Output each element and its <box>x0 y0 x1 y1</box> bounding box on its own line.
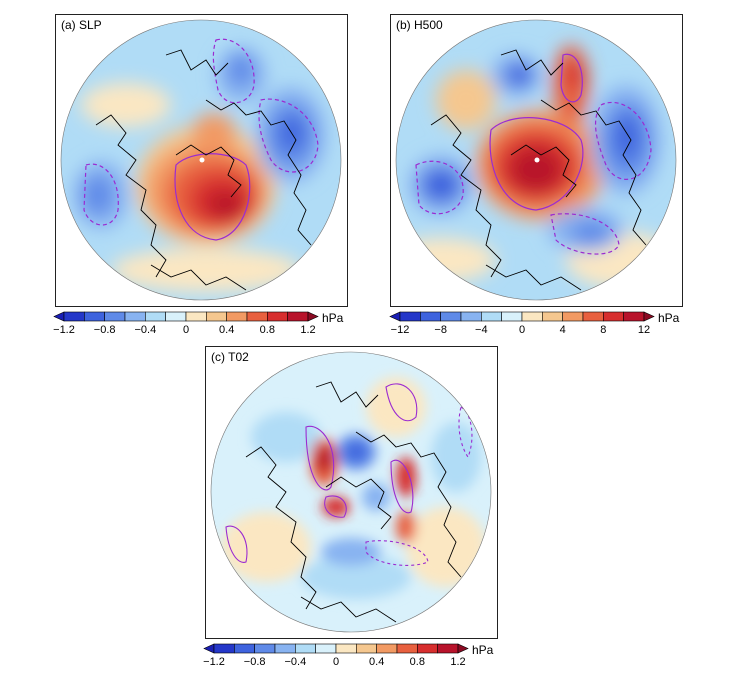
colorbar-c-bin <box>437 643 459 654</box>
colorbar-b-bin <box>582 311 604 322</box>
colorbar-c-bin <box>417 643 438 654</box>
colorbar-c-tick-label: 0 <box>333 656 339 668</box>
colorbar-a-tick-label: 0.4 <box>219 324 234 336</box>
colorbar-c-tick-label: 0.8 <box>410 656 425 668</box>
colorbar-a-unit: hPa <box>322 311 344 325</box>
colorbar-a-tick-label: 0 <box>183 324 189 336</box>
colorbar-a-bin <box>246 311 268 322</box>
colorbar-a: −1.2 −0.8 −0.4 0 0.4 0.8 1.2 hPa <box>52 311 352 341</box>
colorbar-b-bin <box>542 311 563 322</box>
colorbar-b-bin <box>623 311 645 322</box>
colorbar-b-tick-label: −4 <box>475 324 488 336</box>
colorbar-c-arrow-low <box>203 643 215 654</box>
colorbar-b-bin <box>481 311 502 322</box>
panel-b-label: (b) H500 <box>396 18 443 32</box>
colorbar-c-tick-label: −0.4 <box>284 656 306 668</box>
colorbar-b-bin <box>440 311 462 322</box>
colorbar-a-bin <box>145 311 166 322</box>
colorbar-c-bin <box>356 643 377 654</box>
colorbar-a-tick-label: −1.2 <box>53 324 75 336</box>
colorbar-c-tick-label: −1.2 <box>203 656 225 668</box>
colorbar-c-tick-label: 1.2 <box>450 656 465 668</box>
colorbar-b-bin <box>399 311 421 322</box>
colorbar-c-bin <box>213 643 235 654</box>
colorbar-a-bin <box>63 311 85 322</box>
colorbar-a-tick-label: −0.8 <box>94 324 116 336</box>
colorbar-b-bin <box>521 311 543 322</box>
colorbar-c-bin <box>274 643 296 654</box>
colorbar-b-tick-label: −12 <box>391 324 410 336</box>
colorbar-a-arrow-low <box>53 311 65 322</box>
colorbar-a-bin <box>185 311 207 322</box>
colorbar-b-tick-label: −8 <box>434 324 447 336</box>
panel-c-label: (c) T02 <box>211 350 249 364</box>
colorbar-a-bin <box>165 311 187 322</box>
panel-a-slp: (a) SLP <box>55 14 348 307</box>
colorbar-b-bin <box>460 311 482 322</box>
colorbar-a-tick-label: 1.2 <box>300 324 315 336</box>
colorbar-b-bin <box>562 311 584 322</box>
map-a <box>60 19 342 301</box>
pole-marker-b <box>534 157 540 163</box>
colorbar-b-arrow-low <box>389 311 401 322</box>
colorbar-b-arrow-high <box>643 311 655 322</box>
colorbar-a-tick-label: 0.8 <box>260 324 275 336</box>
colorbar-b-tick-label: 4 <box>560 324 566 336</box>
colorbar-b-unit: hPa <box>658 311 680 325</box>
panel-a-label: (a) SLP <box>61 18 102 32</box>
colorbar-c-bin <box>295 643 316 654</box>
colorbar-a-bin <box>267 311 288 322</box>
colorbar-a-arrow-high <box>307 311 319 322</box>
panel-c-t02: (c) T02 <box>205 346 498 639</box>
panel-b-h500: (b) H500 <box>390 14 683 307</box>
colorbar-c-tick-label: −0.8 <box>244 656 266 668</box>
map-c <box>210 351 492 633</box>
colorbar-c: −1.2 −0.8 −0.4 0 0.4 0.8 1.2 hPa <box>202 643 502 673</box>
colorbar-b: −12 −8 −4 0 4 8 12 hPa <box>388 311 688 341</box>
colorbar-a-bin <box>104 311 126 322</box>
colorbar-a-tick-label: −0.4 <box>134 324 156 336</box>
colorbar-c-arrow-high <box>457 643 469 654</box>
map-b <box>395 19 677 301</box>
colorbar-b-tick-label: 0 <box>519 324 525 336</box>
colorbar-a-bin <box>287 311 309 322</box>
colorbar-b-tick-label: 8 <box>600 324 606 336</box>
colorbar-a-bin <box>124 311 146 322</box>
colorbar-c-bin <box>376 643 398 654</box>
colorbar-c-bin <box>396 643 418 654</box>
colorbar-c-bin <box>254 643 276 654</box>
colorbar-b-tick-label: 12 <box>638 324 650 336</box>
colorbar-b-bin <box>420 311 441 322</box>
colorbar-c-unit: hPa <box>472 643 494 657</box>
colorbar-a-bin <box>226 311 248 322</box>
colorbar-b-bin <box>603 311 624 322</box>
colorbar-a-bin <box>206 311 227 322</box>
colorbar-a-bin <box>84 311 105 322</box>
colorbar-c-tick-label: 0.4 <box>369 656 384 668</box>
colorbar-b-bin <box>501 311 523 322</box>
pole-marker-a <box>199 157 205 163</box>
colorbar-c-bin <box>315 643 337 654</box>
colorbar-c-bin <box>335 643 357 654</box>
colorbar-c-bin <box>234 643 255 654</box>
